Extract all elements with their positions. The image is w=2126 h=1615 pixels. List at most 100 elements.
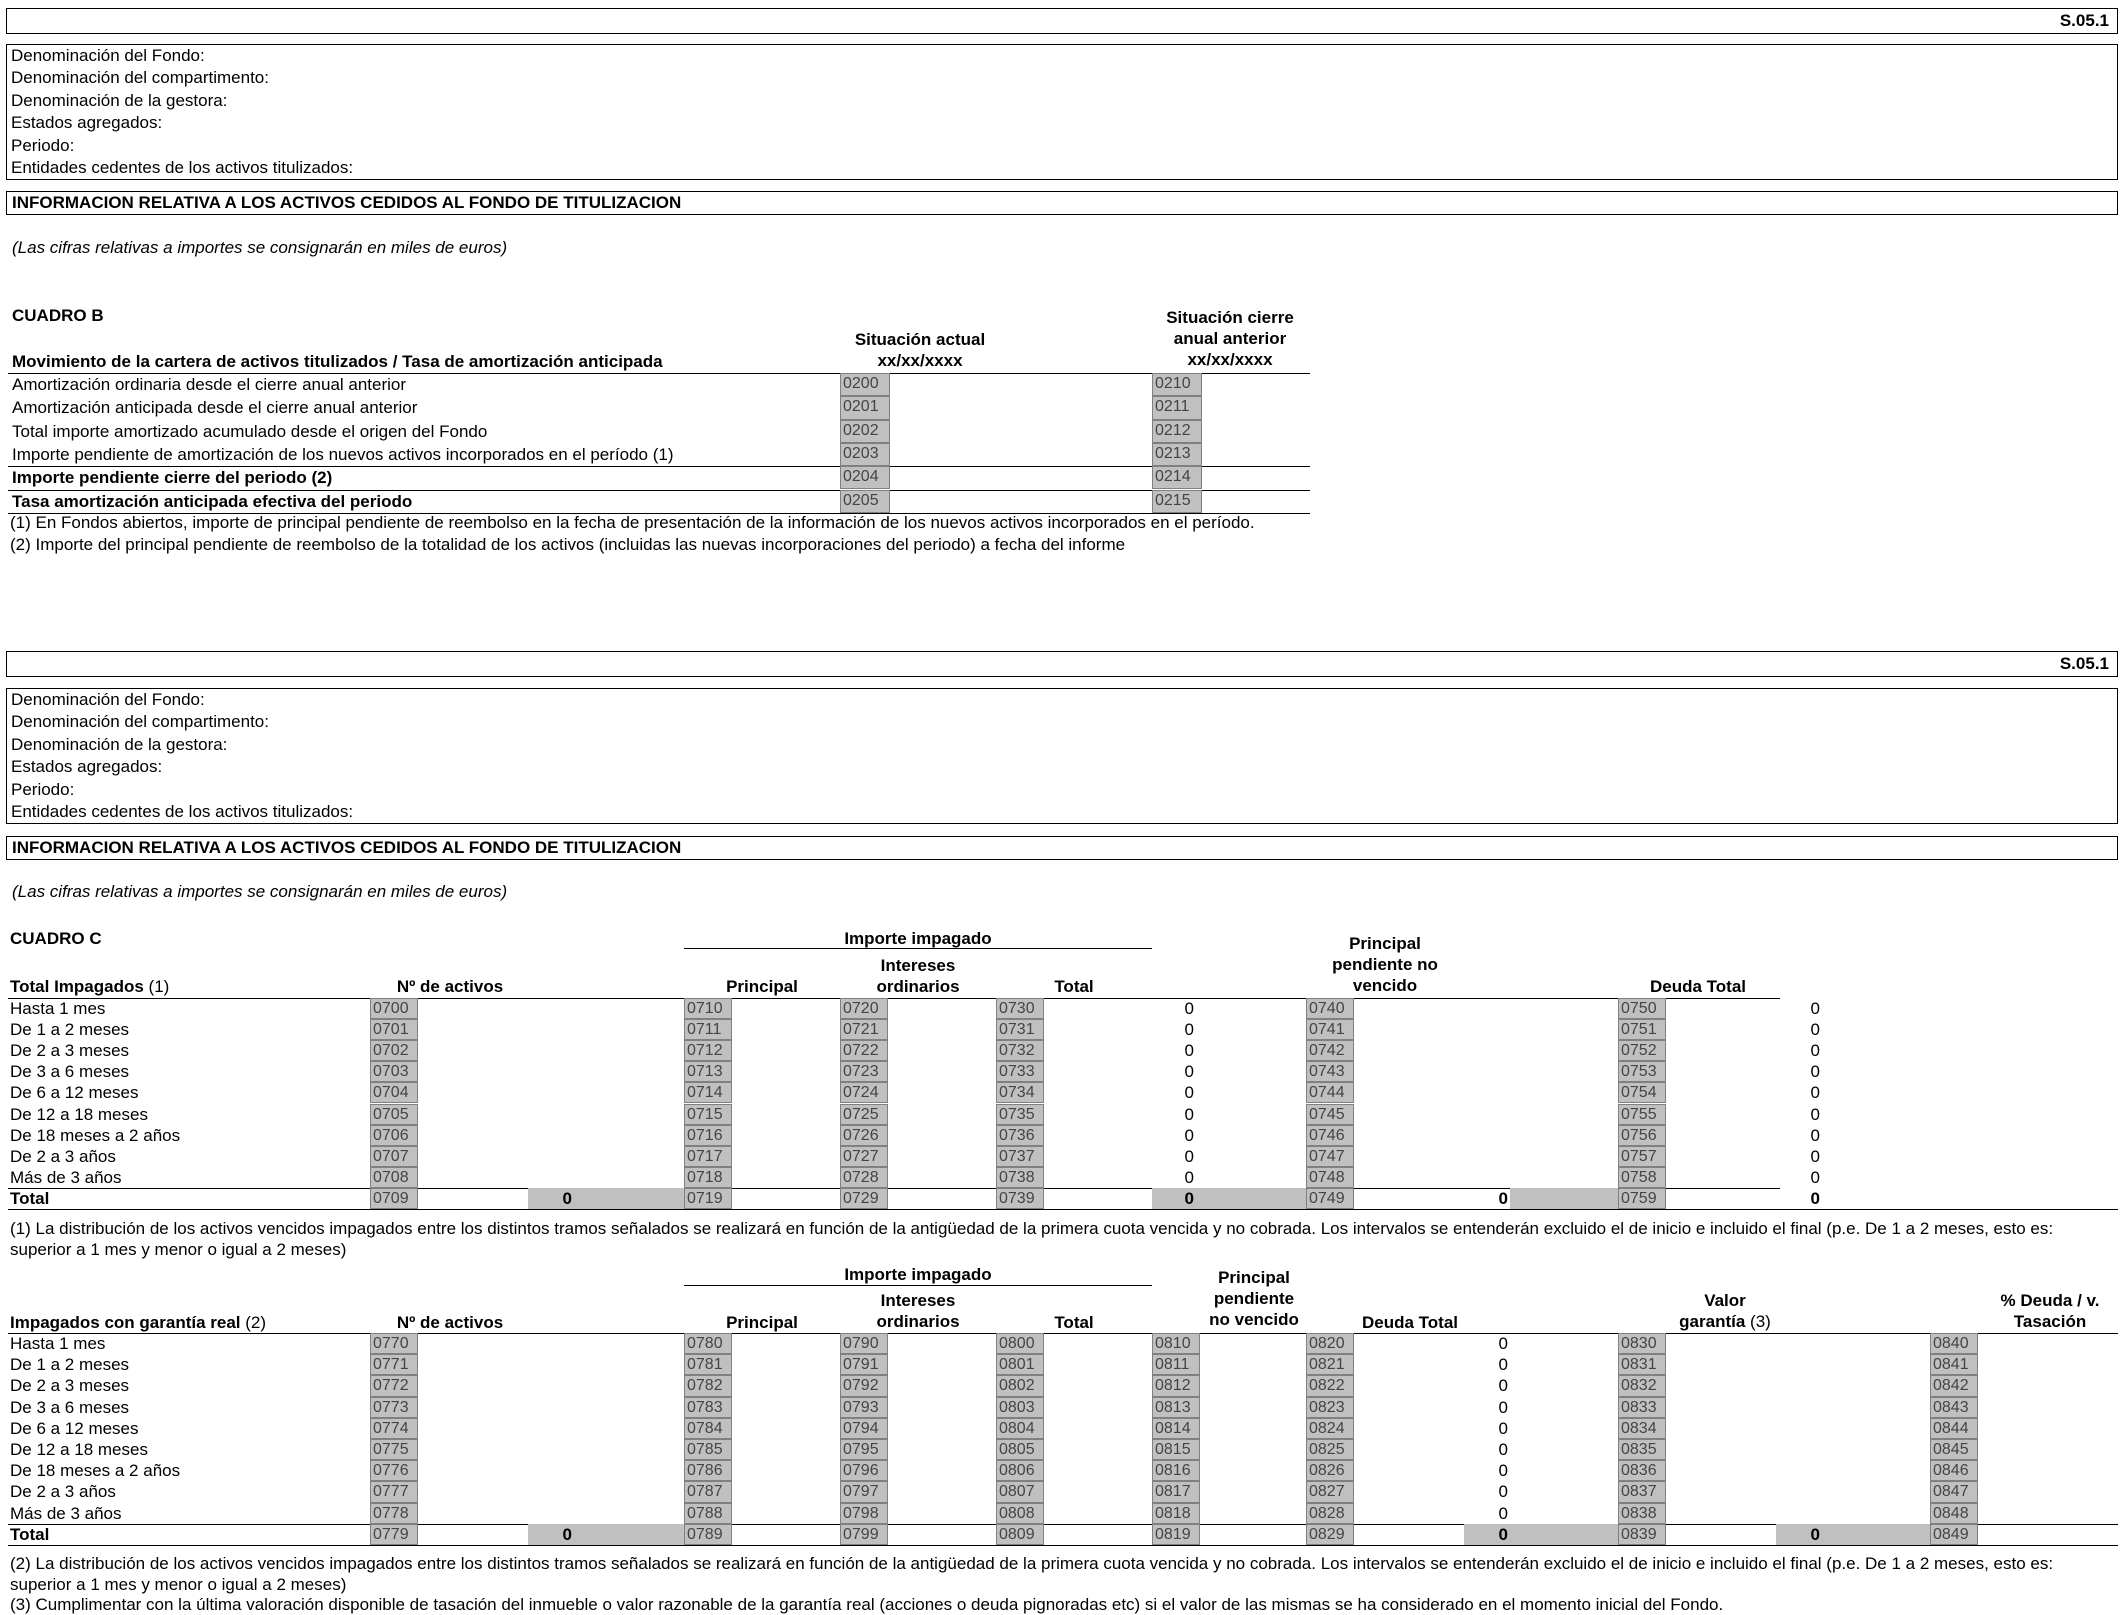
table-rule — [8, 1209, 2118, 1210]
field-code: 0812 — [1152, 1375, 1200, 1397]
field-code: 0205 — [840, 489, 890, 513]
field-code: 0705 — [370, 1103, 418, 1125]
field-code: 0785 — [684, 1439, 732, 1461]
id-field: Denominación del compartimento: — [11, 68, 269, 88]
header-group-rule — [684, 1285, 1152, 1286]
sheet-code: S.05.1 — [2059, 654, 2109, 673]
field-code: 0203 — [840, 442, 890, 467]
field-code: 0776 — [370, 1460, 418, 1482]
row-label: Importe pendiente cierre del periodo (2) — [12, 468, 333, 488]
header-line: Situación actual — [854, 330, 986, 349]
id-field: Estados agregados: — [11, 757, 163, 777]
field-code: 0834 — [1618, 1417, 1666, 1439]
field-code: 0842 — [1930, 1375, 1978, 1397]
id-field: Denominación del compartimento: — [11, 712, 269, 732]
field-code: 0740 — [1306, 998, 1354, 1020]
t1-title-text: Total Impagados — [10, 977, 144, 996]
field-value: 0 — [1498, 1334, 1508, 1353]
header-line: ordinarios — [876, 977, 960, 996]
field-value: 0 — [1810, 1020, 1820, 1040]
field-code: 0755 — [1618, 1103, 1666, 1125]
t2-title-text: Impagados con garantía real — [10, 1313, 241, 1332]
field-value: 0 — [1184, 1083, 1194, 1103]
field-code: 0786 — [684, 1460, 732, 1482]
field-code: 0721 — [840, 1019, 888, 1041]
field-code: 0800 — [996, 1333, 1044, 1355]
header-num-activos: Nº de activos — [396, 977, 504, 996]
field-code: 0792 — [840, 1375, 888, 1397]
field-code: 0212 — [1152, 419, 1202, 443]
header-principal: Principal — [726, 1313, 798, 1332]
field-code: 0720 — [840, 998, 888, 1020]
row-label: De 18 meses a 2 años — [10, 1461, 181, 1481]
field-code: 0811 — [1152, 1354, 1200, 1376]
id-field: Denominación del Fondo: — [11, 46, 205, 65]
field-code: 0750 — [1618, 998, 1666, 1020]
t2-title-suffix: (2) — [240, 1313, 267, 1332]
field-code: 0731 — [996, 1019, 1044, 1041]
field-value: 0 — [1498, 1524, 1508, 1544]
table-rule — [8, 489, 1310, 491]
field-code: 0820 — [1306, 1333, 1354, 1355]
field-code: 0814 — [1152, 1417, 1200, 1439]
header-line: xx/xx/xxxx — [1187, 350, 1273, 369]
table-rule — [8, 1333, 2118, 1334]
id-field: Periodo: — [11, 779, 75, 799]
field-code: 0847 — [1930, 1481, 1978, 1503]
row-label: De 3 a 6 meses — [10, 1062, 130, 1082]
header-valor-garantia: Valor garantía (3) — [1620, 1290, 1830, 1332]
field-value: 0 — [1810, 1146, 1820, 1166]
header-line: xx/xx/xxxx — [877, 351, 963, 370]
field-code: 0722 — [840, 1040, 888, 1062]
field-code: 0808 — [996, 1502, 1044, 1524]
field-code: 0758 — [1618, 1166, 1666, 1188]
t2-title: Impagados con garantía real (2) — [10, 1312, 266, 1333]
field-code: 0777 — [370, 1481, 418, 1503]
field-code: 0844 — [1930, 1417, 1978, 1439]
field-value: 0 — [562, 1524, 572, 1544]
field-code: 0846 — [1930, 1460, 1978, 1482]
footnote: (2) Importe del principal pendiente de r… — [10, 535, 1126, 554]
header-line: pendiente no — [1332, 955, 1438, 974]
field-code: 0724 — [840, 1082, 888, 1104]
row-label: De 18 meses a 2 años — [10, 1125, 181, 1145]
field-code: 0738 — [996, 1166, 1044, 1188]
total-label: Total — [10, 1524, 50, 1544]
field-value: 0 — [1498, 1503, 1508, 1523]
field-code: 0715 — [684, 1103, 732, 1125]
field-code: 0781 — [684, 1354, 732, 1376]
field-code: 0201 — [840, 396, 890, 420]
field-code: 0730 — [996, 998, 1044, 1020]
field-code: 0717 — [684, 1145, 732, 1167]
id-field: Periodo: — [11, 135, 75, 155]
sheet-header-bar: S.05.1 — [6, 651, 2118, 677]
field-code: 0831 — [1618, 1354, 1666, 1376]
field-code: 0818 — [1152, 1502, 1200, 1524]
field-code: 0708 — [370, 1166, 418, 1188]
row-label: De 2 a 3 años — [10, 1482, 116, 1502]
field-code: 0732 — [996, 1040, 1044, 1062]
field-code: 0804 — [996, 1417, 1044, 1439]
field-code: 0734 — [996, 1082, 1044, 1104]
field-value: 0 — [1498, 1418, 1508, 1438]
field-code: 0211 — [1152, 396, 1202, 420]
table-title: Movimiento de la cartera de activos titu… — [12, 352, 663, 371]
field-code: 0845 — [1930, 1439, 1978, 1461]
row-label: De 6 a 12 meses — [10, 1083, 139, 1103]
field-value: 0 — [1184, 1146, 1194, 1166]
field-code: 0771 — [370, 1354, 418, 1376]
field-code: 0756 — [1618, 1124, 1666, 1146]
table-rule — [8, 998, 1780, 999]
field-code: 0833 — [1618, 1396, 1666, 1418]
field-code: 0802 — [996, 1375, 1044, 1397]
field-value: 0 — [1184, 1062, 1194, 1082]
field-code: 0202 — [840, 419, 890, 443]
shaded-cell — [1510, 1187, 1618, 1209]
field-code: 0791 — [840, 1354, 888, 1376]
row-label: De 12 a 18 meses — [10, 1104, 148, 1124]
header-line: Situación cierre — [1166, 308, 1294, 327]
field-code: 0718 — [684, 1166, 732, 1188]
field-value: 0 — [1498, 1461, 1508, 1481]
header-importe-impagado: Importe impagado — [844, 929, 992, 948]
field-code: 0795 — [840, 1439, 888, 1461]
